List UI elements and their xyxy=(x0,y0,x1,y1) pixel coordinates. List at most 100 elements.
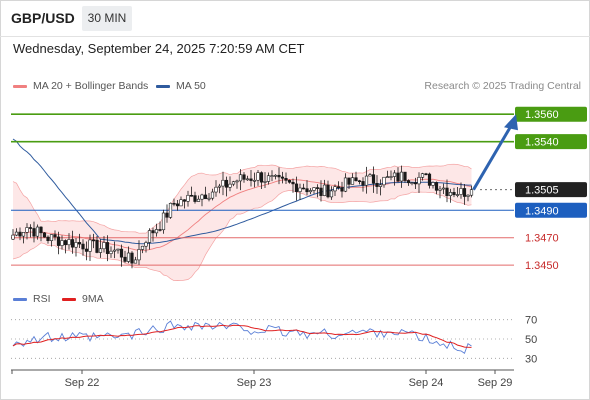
candle-body xyxy=(179,199,183,207)
candle-body xyxy=(466,194,470,197)
candle-body xyxy=(252,179,257,182)
candle-body xyxy=(382,176,386,186)
candle-body xyxy=(11,234,15,240)
candle-body xyxy=(389,176,393,178)
candle-body xyxy=(140,245,145,250)
candle-body xyxy=(301,187,306,190)
pivot-label: 1.3490 xyxy=(525,205,559,217)
chart-header: GBP/USD 30 MIN xyxy=(0,0,590,37)
candle-body xyxy=(70,239,75,248)
candle-body xyxy=(256,172,260,181)
resistance-tag xyxy=(515,106,587,122)
candle-body xyxy=(102,242,106,250)
candle-body xyxy=(364,175,369,186)
candle-body xyxy=(375,183,379,187)
candle-body xyxy=(284,178,288,181)
candle-body xyxy=(112,249,117,252)
resistance-tag xyxy=(515,134,587,150)
candle-body xyxy=(203,194,208,200)
candle-body xyxy=(371,174,376,184)
candle-body xyxy=(280,176,285,179)
copyright-text: Research © 2025 Trading Central xyxy=(424,80,581,92)
candle-body xyxy=(35,226,40,237)
candle-body xyxy=(378,184,383,187)
candle-body xyxy=(116,248,120,251)
legend-ma50: MA 50 xyxy=(156,80,206,92)
rsi-swatch xyxy=(13,297,27,301)
candle-body xyxy=(315,187,320,189)
rsi-tick-label: 50 xyxy=(525,334,537,346)
bollinger-swatch xyxy=(13,84,27,88)
candle-body xyxy=(347,177,351,185)
candle-body xyxy=(343,177,348,192)
x-tick-label: Sep 23 xyxy=(237,377,272,389)
candle-body xyxy=(266,175,271,182)
candle-body xyxy=(21,232,26,237)
legend-bollinger-label: MA 20 + Bollinger Bands xyxy=(33,80,149,93)
x-tick-label: Sep 24 xyxy=(409,377,444,389)
candle-body xyxy=(336,186,341,188)
rsi-ma-line xyxy=(12,324,472,348)
candle-body xyxy=(438,188,442,191)
resistance-label: 1.3540 xyxy=(525,137,559,149)
forecast-arrow-head xyxy=(504,114,518,131)
candle-body xyxy=(305,188,309,193)
bollinger-band-fill xyxy=(13,164,472,281)
candle-body xyxy=(25,227,29,233)
candle-body xyxy=(182,199,187,202)
candle-body xyxy=(396,172,400,182)
candle-body xyxy=(357,180,362,183)
candle-body xyxy=(319,187,323,196)
candle-body xyxy=(329,190,334,198)
candle-body xyxy=(298,187,302,192)
candle-body xyxy=(130,252,134,264)
candle-body xyxy=(294,183,299,192)
candle-body xyxy=(224,179,229,188)
candle-body xyxy=(441,187,446,190)
candle-body xyxy=(42,232,47,238)
candle-body xyxy=(462,188,467,197)
candle-body xyxy=(333,186,337,192)
candle-body xyxy=(158,229,162,231)
candle-body xyxy=(172,202,176,205)
forecast-arrow-shaft xyxy=(472,123,514,191)
candle-body xyxy=(469,189,474,196)
candle-body xyxy=(417,176,421,185)
support-label: 1.3450 xyxy=(525,260,559,272)
datetime-label: Wednesday, September 24, 2025 7:20:59 AM… xyxy=(13,41,305,56)
candle-body xyxy=(249,178,253,181)
candle-body xyxy=(259,172,264,183)
candle-body xyxy=(161,212,166,231)
candle-body xyxy=(109,250,113,254)
ma50-line xyxy=(12,138,472,245)
candle-body xyxy=(308,190,313,193)
legend-bollinger: MA 20 + Bollinger Bands xyxy=(13,80,148,92)
resistance-label: 1.3560 xyxy=(525,109,559,121)
current-price-tag xyxy=(515,182,587,198)
candle-body xyxy=(270,175,274,177)
candle-body xyxy=(18,231,22,237)
candle-body xyxy=(46,236,50,241)
candle-body xyxy=(154,229,159,234)
candle-body xyxy=(200,194,204,200)
candle-body xyxy=(186,194,190,202)
candle-body xyxy=(326,184,330,198)
candle-body xyxy=(67,239,71,246)
interval-button[interactable]: 30 MIN xyxy=(82,6,132,31)
candle-body xyxy=(88,239,92,252)
symbol-label: GBP/USD xyxy=(11,10,75,26)
candle-body xyxy=(231,181,236,185)
candle-body xyxy=(245,178,250,181)
candle-body xyxy=(91,239,96,242)
candle-body xyxy=(189,194,194,197)
bollinger-lower-line xyxy=(12,190,472,282)
candle-body xyxy=(74,242,78,248)
candle-body xyxy=(151,230,155,234)
candle-body xyxy=(175,203,180,207)
candle-body xyxy=(98,248,103,253)
candle-body xyxy=(322,184,327,196)
candle-body xyxy=(431,182,435,186)
candle-body xyxy=(368,174,372,177)
candle-body xyxy=(392,172,397,177)
candle-body xyxy=(63,240,68,246)
